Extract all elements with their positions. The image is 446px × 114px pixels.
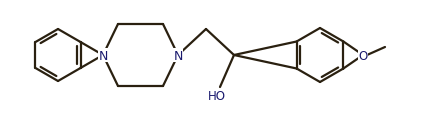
Text: O: O — [359, 49, 368, 62]
Text: N: N — [98, 49, 107, 62]
Text: N: N — [173, 49, 183, 62]
Text: HO: HO — [208, 89, 226, 102]
